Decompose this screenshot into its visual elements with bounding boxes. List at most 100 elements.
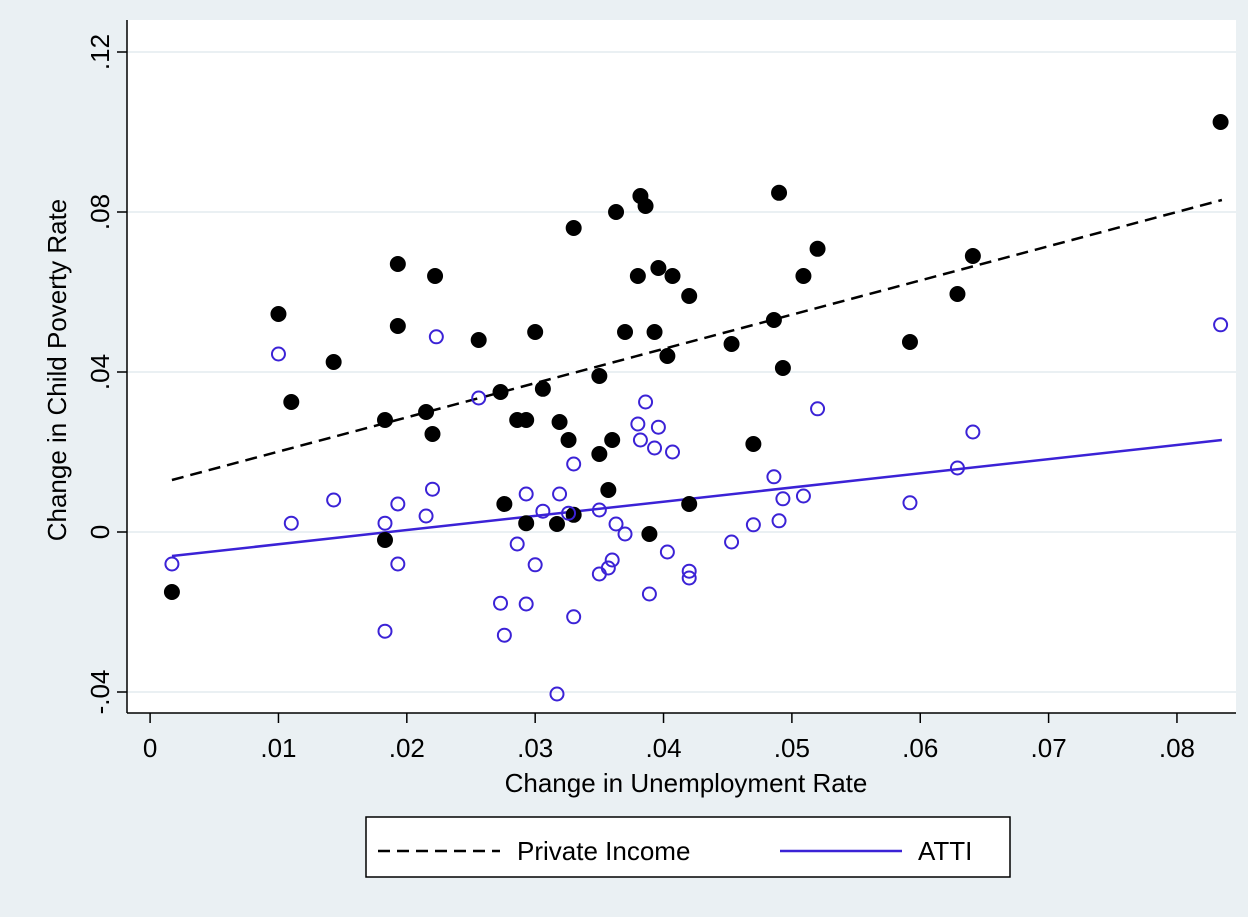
x-tick-label: .02 (389, 733, 425, 763)
point (591, 368, 608, 384)
point (1213, 317, 1229, 333)
point (664, 268, 681, 284)
point (604, 552, 620, 568)
x-tick-label: .08 (1159, 733, 1195, 763)
point (163, 584, 180, 600)
point (390, 556, 406, 572)
point (418, 508, 434, 524)
point (283, 394, 300, 410)
point (902, 495, 918, 511)
x-tick-label: .04 (645, 733, 681, 763)
point (681, 570, 697, 586)
point (389, 256, 406, 272)
point (518, 412, 535, 428)
fit-line (171, 438, 1223, 558)
x-tick-label: .05 (774, 733, 810, 763)
point (600, 560, 616, 576)
y-tick-label: .04 (85, 354, 115, 390)
point (424, 481, 440, 497)
point (795, 268, 812, 284)
point (641, 526, 658, 542)
point (646, 324, 663, 340)
point (665, 444, 681, 460)
point (566, 609, 582, 625)
point (766, 469, 782, 485)
point (496, 627, 512, 643)
point (560, 432, 577, 448)
point (965, 424, 981, 440)
x-tick-label: .03 (517, 733, 553, 763)
point (551, 414, 568, 430)
point (591, 446, 608, 462)
point (630, 416, 646, 432)
point (390, 496, 406, 512)
point (552, 486, 568, 502)
point (376, 532, 393, 548)
point (949, 460, 965, 476)
point (681, 563, 697, 579)
point (617, 324, 634, 340)
point (428, 329, 444, 345)
point (681, 496, 698, 512)
point (745, 436, 762, 452)
point (600, 482, 617, 498)
point (771, 513, 787, 529)
point (470, 332, 487, 348)
point (650, 260, 667, 276)
point (376, 412, 393, 428)
point (774, 360, 791, 376)
point (949, 286, 966, 302)
x-tick-label: .07 (1031, 733, 1067, 763)
point (681, 288, 698, 304)
point (493, 595, 509, 611)
point (659, 348, 676, 364)
y-axis-title: Change in Child Poverty Rate (42, 199, 72, 542)
point (377, 515, 393, 531)
point (1212, 114, 1229, 130)
point (638, 394, 654, 410)
point (527, 324, 544, 340)
point (632, 432, 648, 448)
point (326, 492, 342, 508)
x-tick-label: 0 (143, 733, 157, 763)
point (518, 486, 534, 502)
point (164, 556, 180, 572)
point (492, 384, 509, 400)
point (617, 526, 633, 542)
point (427, 268, 444, 284)
point (518, 596, 534, 612)
point (964, 248, 981, 264)
point (724, 534, 740, 550)
y-tick-label: -.04 (85, 670, 115, 715)
x-axis-title: Change in Unemployment Rate (505, 768, 868, 798)
point (270, 346, 286, 362)
point (771, 184, 788, 201)
y-tick-label: .08 (85, 194, 115, 230)
point (561, 505, 577, 521)
fit-line (171, 198, 1223, 482)
point (629, 268, 646, 284)
point (549, 686, 565, 702)
point (509, 536, 525, 552)
point (795, 488, 811, 504)
point (418, 404, 435, 420)
point (565, 220, 582, 236)
point (518, 515, 535, 532)
point (810, 401, 826, 417)
legend-label: ATTI (918, 836, 972, 866)
point (471, 390, 487, 406)
x-tick-label: .01 (260, 733, 296, 763)
point (745, 517, 761, 533)
point (283, 515, 299, 531)
y-tick-label: .12 (85, 34, 115, 70)
plot-area (127, 20, 1236, 713)
point (641, 586, 657, 602)
point (424, 426, 441, 442)
point (535, 503, 551, 519)
point (548, 516, 565, 532)
point (659, 544, 675, 560)
point (496, 496, 513, 512)
legend-box (365, 816, 1011, 878)
y-tick-label: 0 (85, 525, 115, 539)
